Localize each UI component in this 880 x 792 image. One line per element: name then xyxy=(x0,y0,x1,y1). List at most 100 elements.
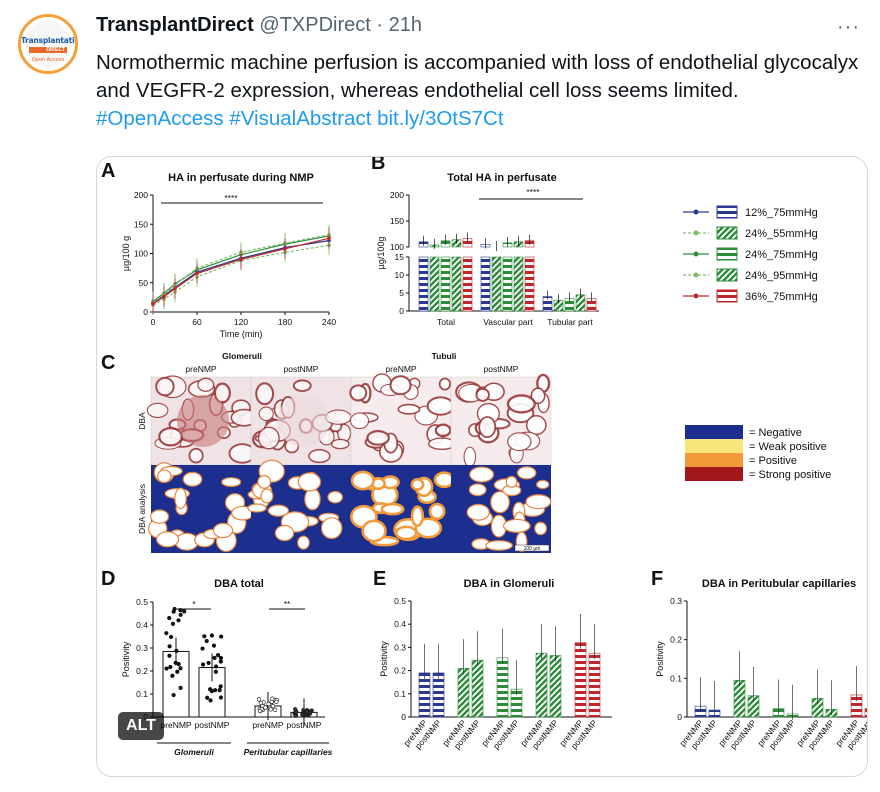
panel-d-y-tick-label: 0.1 xyxy=(136,689,148,699)
panel-d-significance-2: ** xyxy=(284,599,291,609)
panel-c-analysis-structure xyxy=(257,475,272,489)
panel-b-bar-lower xyxy=(480,256,491,312)
panel-e-bar xyxy=(574,642,587,718)
tweet-text: Normothermic machine perfusion is accomp… xyxy=(96,49,866,133)
panel-e-y-tick-label: 0.4 xyxy=(394,619,406,629)
tweet-link[interactable]: bit.ly/3OtS7Ct xyxy=(377,107,504,130)
panel-d-point xyxy=(270,703,276,709)
panel-d-significance-1: * xyxy=(192,599,196,609)
panel-d-point xyxy=(208,687,213,692)
panel-d-point xyxy=(263,705,268,710)
panel-b-bar-lower xyxy=(513,256,524,312)
tweet-body: Normothermic machine perfusion is accomp… xyxy=(96,51,859,102)
panel-c-analysis-structure xyxy=(525,494,552,510)
staining-legend-label: = Positive xyxy=(749,455,797,467)
panel-d-point xyxy=(200,646,205,651)
panel-d-point xyxy=(170,673,175,678)
avatar-background xyxy=(25,21,71,67)
author-name[interactable]: TransplantDirect xyxy=(96,14,254,36)
legend-point-marker xyxy=(693,251,699,257)
panel-e-y-tick-label: 0.1 xyxy=(394,689,406,699)
panel-c-analysis-structure xyxy=(156,531,180,548)
panel-c-analysis-structure xyxy=(274,524,295,542)
panel-c-tissue-structure xyxy=(438,377,451,391)
panel-c-tissue-structure xyxy=(349,384,368,402)
panel-d-point xyxy=(202,634,207,639)
panel-c-tissue-structure xyxy=(507,432,532,452)
panel-d-point xyxy=(208,698,213,703)
panel-c-column-label: postNMP xyxy=(484,364,519,374)
avatar[interactable]: Transplantation DIRECT Open Access xyxy=(18,14,78,74)
panel-c-tissue-structure xyxy=(188,447,204,464)
panel-b-y-tick-label: 10 xyxy=(395,270,405,280)
panel-c-tissue-structure xyxy=(463,446,477,468)
panel-d-point xyxy=(273,707,278,713)
panel-d-y-tick-label: 0.3 xyxy=(136,643,148,653)
panel-a-point xyxy=(239,257,243,262)
panel-letter-e: E xyxy=(373,568,386,590)
tweet-header: TransplantDirect @TXPDirect · 21h ··· xyxy=(96,14,860,40)
panel-b-y-tick-label: 5 xyxy=(399,288,404,298)
panel-c-analysis-structure xyxy=(468,483,487,497)
hashtag-openaccess[interactable]: #OpenAccess xyxy=(96,107,224,130)
panel-b-bar-lower xyxy=(429,256,440,312)
panel-d-point xyxy=(178,612,183,617)
panel-d-point xyxy=(217,688,222,693)
panel-d-point xyxy=(170,621,176,626)
panel-c-tissue-structure xyxy=(366,430,390,446)
panel-b-bar-lower xyxy=(502,256,513,312)
panel-a-x-tick-label: 120 xyxy=(234,317,248,327)
panel-d-title: DBA total xyxy=(214,578,264,590)
panel-c-analysis-structure xyxy=(361,519,387,543)
panel-a-x-tick-label: 240 xyxy=(322,317,336,327)
panel-c-tissue-structure xyxy=(146,402,169,418)
hashtag-visualabstract[interactable]: #VisualAbstract xyxy=(229,107,372,130)
panel-d-point xyxy=(171,692,176,698)
panel-c-tissue-structure xyxy=(155,376,175,397)
panel-d-point xyxy=(266,702,271,707)
panel-f-y-tick-label: 0 xyxy=(677,712,682,722)
panel-letter-a: A xyxy=(101,160,115,182)
panel-c-tissue-structure xyxy=(158,427,183,447)
panel-e-y-tick-label: 0.2 xyxy=(394,666,406,676)
tweet-media-image[interactable]: A B C D E F HA in perfusate during NMP 0 50 100 15… xyxy=(96,156,868,777)
alt-badge[interactable]: ALT xyxy=(118,712,164,740)
panel-d-group-label-1: Glomeruli xyxy=(174,747,214,757)
legend-bar-swatch xyxy=(716,226,738,240)
panel-d-point xyxy=(213,664,219,669)
panel-b-bar-lower xyxy=(491,256,502,312)
panel-c-glomerulus xyxy=(277,395,329,447)
panel-e-bar xyxy=(496,657,509,718)
panel-b-category-label: Vascular part xyxy=(483,317,533,327)
panel-f-y-tick-label: 0.3 xyxy=(670,596,682,606)
legend-point-marker xyxy=(693,230,699,236)
panel-c-row-label: DBA xyxy=(137,412,147,430)
author-handle[interactable]: @TXPDirect xyxy=(259,14,371,36)
panel-c-analysis-structure xyxy=(466,503,490,521)
tweet-time[interactable]: 21h xyxy=(388,14,422,36)
panel-d-point xyxy=(212,655,217,661)
panel-c-analysis-structure xyxy=(428,502,446,521)
panel-b-y-label: µg/100g xyxy=(376,237,386,270)
panel-c-analysis-structure xyxy=(350,470,375,491)
panel-c-analysis-structure xyxy=(297,472,322,492)
panel-e-bar xyxy=(432,672,445,718)
panel-b-bar-lower xyxy=(440,256,451,312)
panel-d-y-tick-label: 0.4 xyxy=(136,620,148,630)
panel-a-y-tick-label: 150 xyxy=(134,219,148,229)
panel-c-analysis-structure xyxy=(260,488,274,504)
panel-c-analysis-structure xyxy=(433,471,455,489)
panel-f-y-tick-label: 0.1 xyxy=(670,673,682,683)
staining-legend-swatch xyxy=(685,439,743,453)
panel-a-point xyxy=(195,271,199,276)
panel-e-bar xyxy=(535,652,548,718)
panel-b-bar-lower xyxy=(462,256,473,312)
panel-c-analysis-structure xyxy=(182,471,203,487)
panel-b-y-tick-label: 150 xyxy=(390,216,404,226)
panel-d-point xyxy=(168,634,174,640)
panel-c-analysis-structure xyxy=(485,540,513,551)
panel-c-analysis-structure xyxy=(297,535,310,550)
more-options-icon[interactable]: ··· xyxy=(837,16,860,38)
panel-d-point xyxy=(176,661,181,667)
panel-a-y-tick-label: 100 xyxy=(134,249,148,259)
